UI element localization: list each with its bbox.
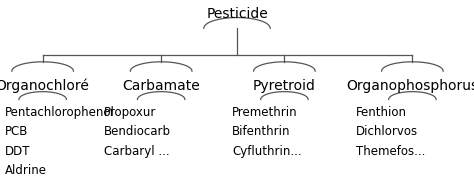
Text: Cyfluthrin...: Cyfluthrin...: [232, 145, 302, 158]
Text: Themefos...: Themefos...: [356, 145, 425, 158]
Text: Bifenthrin: Bifenthrin: [232, 125, 291, 138]
Text: Aldrine: Aldrine: [5, 164, 47, 177]
Text: Propoxur: Propoxur: [104, 106, 156, 119]
Text: Premethrin: Premethrin: [232, 106, 298, 119]
Text: Organochloré: Organochloré: [0, 79, 90, 93]
Text: Carbamate: Carbamate: [122, 79, 200, 93]
Text: Dichlorvos: Dichlorvos: [356, 125, 418, 138]
Text: Fenthion: Fenthion: [356, 106, 407, 119]
Text: PCB: PCB: [5, 125, 28, 138]
Text: Pentachlorophenol: Pentachlorophenol: [5, 106, 115, 119]
Text: Pyretroid: Pyretroid: [253, 79, 316, 93]
Text: Pesticide: Pesticide: [206, 7, 268, 21]
Text: Bendiocarb: Bendiocarb: [104, 125, 171, 138]
Text: DDT: DDT: [5, 145, 30, 158]
Text: Carbaryl ...: Carbaryl ...: [104, 145, 170, 158]
Text: Organophosphorus: Organophosphorus: [346, 79, 474, 93]
